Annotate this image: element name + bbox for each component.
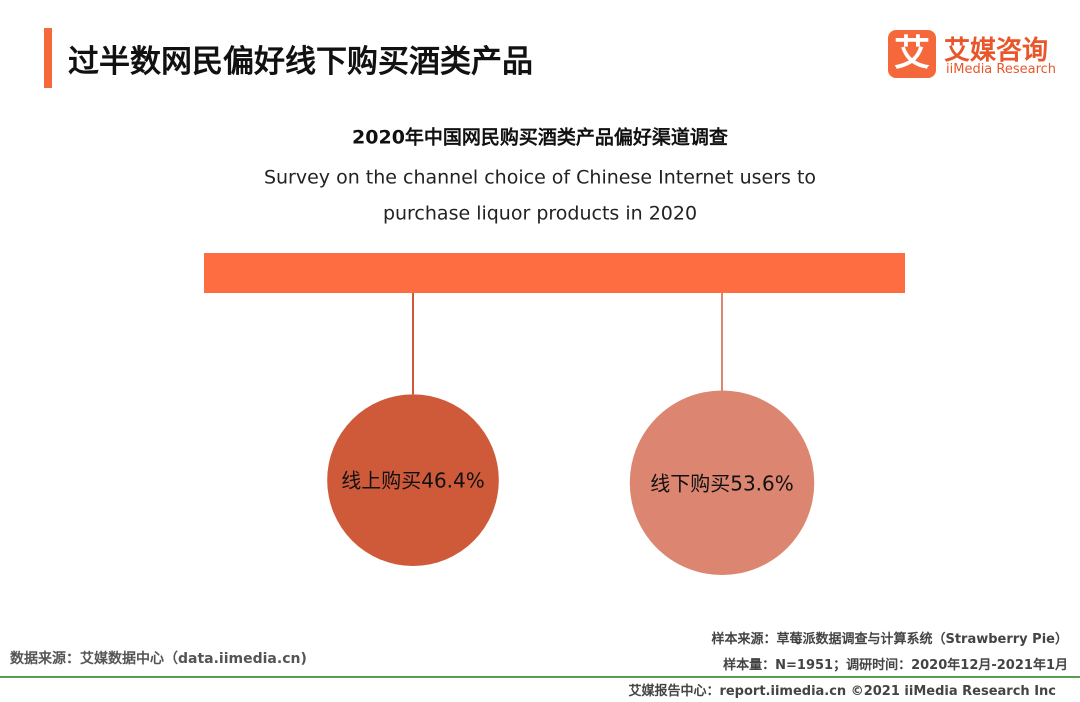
value-label: 线下购买53.6% bbox=[650, 471, 794, 495]
chart-title: 2020年中国网民购买酒类产品偏好渠道调查 bbox=[352, 126, 729, 149]
chart-subtitle: Survey on the channel choice of Chinese … bbox=[264, 167, 816, 189]
title-accent bbox=[44, 28, 52, 88]
sample-source: 样本来源：草莓派数据调查与计算系统（Strawberry Pie） bbox=[711, 632, 1068, 647]
source: 数据来源：艾媒数据中心（data.iimedia.cn) bbox=[10, 651, 307, 667]
sample-size: 样本量：N=1951；调研时间：2020年12月-2021年1月 bbox=[723, 658, 1068, 673]
logo-mark: 艾 bbox=[888, 30, 936, 78]
logo-sub: iiMedia Research bbox=[946, 62, 1057, 77]
logo-name: 艾媒咨询 bbox=[944, 36, 1049, 66]
footer-rule bbox=[0, 676, 1080, 678]
page-title: 过半数网民偏好线下购买酒类产品 bbox=[68, 44, 533, 80]
credit: 艾媒报告中心：report.iimedia.cn ©2021 iiMedia R… bbox=[628, 684, 1056, 699]
bubble bbox=[327, 394, 499, 566]
bubble bbox=[629, 390, 815, 575]
header-bar bbox=[204, 253, 905, 293]
value-label: 线上购买46.4% bbox=[341, 469, 485, 493]
chart: 2020年中国网民购买酒类产品偏好渠道调查 Survey on the chan… bbox=[204, 126, 905, 575]
chart-subtitle: purchase liquor products in 2020 bbox=[383, 203, 697, 225]
